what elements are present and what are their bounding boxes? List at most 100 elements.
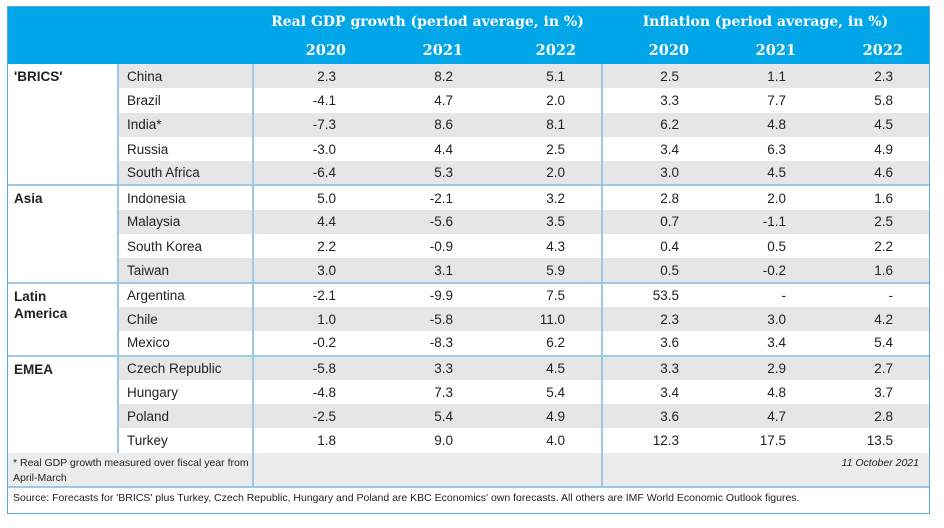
gdp-header-title: Real GDP growth (period average, in %): [253, 7, 602, 37]
inflation-value-cell: 2.5: [601, 64, 715, 89]
inflation-value-cell: 4.9: [874, 141, 893, 157]
gdp-value-cell: 5.1: [489, 64, 602, 89]
table-row: Malaysia 4.4 -5.6 3.5 0.7 -1.1 2.5: [8, 209, 929, 235]
gdp-value-cell: 3.5: [489, 209, 602, 235]
table-row: Latin America Argentina -2.1 -9.9 7.5 53.5- -: [8, 281, 929, 356]
gdp-value-cell: 4.4: [252, 209, 372, 235]
source-row: Source: Forecasts for 'BRICS' plus Turke…: [8, 485, 929, 508]
inflation-value-cell: 2.3: [601, 306, 715, 332]
gdp-value-cell: -9.9: [372, 281, 489, 307]
table-row: India* -7.3 8.6 8.1 6.2 4.8 4.5: [8, 112, 929, 137]
gdp-value-cell: -6.4: [252, 161, 372, 186]
inflation-value-cell: 13.5: [866, 433, 893, 449]
gdp-value-cell: 5.4: [546, 384, 565, 400]
gdp-value-cell: 4.9: [489, 404, 602, 429]
inflation-value-cell: 2.7: [822, 354, 929, 380]
year-header: 2020: [253, 37, 372, 64]
inflation-value-cell: 3.0: [601, 161, 715, 186]
gdp-value-cell: -2.1: [372, 184, 489, 210]
inflation-value-cell: 4.8: [767, 384, 786, 400]
gdp-value-cell: 2.0: [546, 92, 565, 108]
gdp-value-cell: -5.8: [252, 354, 372, 380]
inflation-value-cell: 6.2: [601, 112, 715, 137]
country-label: China: [118, 64, 253, 89]
inflation-value-cell: 4.7: [715, 404, 822, 429]
gdp-value-cell: 3.0: [252, 258, 372, 283]
inflation-value-cell: 12.3: [601, 428, 715, 453]
country-label: Malaysia: [118, 209, 253, 235]
inflation-value-cell: 3.4: [601, 136, 715, 162]
inflation-value-cell: 4.6: [822, 161, 929, 186]
inflation-value-cell: 2.0: [715, 184, 822, 210]
inflation-value-cell: 2.8: [601, 184, 715, 210]
header-blank: [8, 7, 253, 37]
country-label: Indonesia: [118, 184, 253, 210]
inflation-value-cell: 2.5: [822, 209, 929, 235]
table-row: Mexico -0.2 -8.3 6.2 3.6 3.4 5.4: [8, 331, 929, 356]
inflation-value-cell: 0.5: [601, 258, 715, 283]
inflation-value-cell: 1.1: [715, 64, 822, 89]
country-label: Poland: [118, 404, 253, 429]
inflation-value-cell: -: [715, 281, 822, 307]
gdp-value-cell: -7.3: [252, 112, 372, 137]
inflation-value-cell: 3.0: [715, 306, 822, 332]
inflation-value-cell: 0.4: [601, 234, 715, 259]
gdp-value-cell: 1.8: [252, 428, 372, 453]
table-row: Brazil -4.1 4.7 2.0 3.3 7.7 5.8: [8, 88, 929, 113]
gdp-value-cell: 1.0: [252, 306, 372, 332]
region-label: Latin America: [8, 281, 119, 356]
inflation-value-cell: 3.4: [767, 335, 786, 351]
inflation-value-cell: 4.8: [715, 112, 822, 137]
inflation-value-cell: 17.5: [759, 433, 786, 449]
gdp-value-cell: 8.1: [489, 112, 602, 137]
gdp-value-cell: 3.2: [489, 184, 602, 210]
inflation-value-cell: 1.6: [822, 258, 929, 283]
gdp-value-cell: 5.9: [489, 258, 602, 283]
gdp-value-cell: 11.0: [489, 306, 602, 332]
country-label: South Korea: [127, 238, 203, 254]
table-row: Hungary -4.8 7.3 5.4 3.4 4.8 3.7: [8, 379, 929, 405]
country-label: India*: [118, 112, 253, 137]
inflation-value-cell: -0.2: [715, 258, 822, 283]
gdp-value-cell: -2.1: [252, 281, 372, 307]
footnote: * Real GDP growth measured over fiscal y…: [8, 452, 253, 487]
inflation-value-cell: 2.9: [715, 354, 822, 380]
inflation-value-cell: 1.6: [822, 184, 929, 210]
gdp-value-cell: 4.3: [546, 238, 565, 254]
gdp-value-cell: -8.3: [429, 335, 453, 351]
inflation-value-cell: 7.7: [767, 92, 786, 108]
inflation-value-cell: 5.4: [874, 335, 893, 351]
gdp-value-cell: 4.4: [434, 141, 453, 157]
inflation-value-cell: 53.5: [601, 281, 715, 307]
inflation-value-cell: 4.5: [822, 112, 929, 137]
gdp-value-cell: 5.0: [252, 184, 372, 210]
inflation-value-cell: 3.6: [601, 331, 715, 356]
gdp-value-cell: 9.0: [434, 433, 453, 449]
country-label: South Africa: [118, 161, 253, 186]
gdp-value-cell: -0.2: [252, 331, 372, 356]
gdp-value-cell: 8.6: [372, 112, 489, 137]
inflation-value-cell: -1.1: [715, 209, 822, 235]
inflation-value-cell: 3.3: [601, 88, 715, 113]
year-header: 2022: [822, 37, 929, 64]
table-row: Asia Indonesia 5.0 -2.1 3.2 2.8 2.0 1.6: [8, 184, 929, 283]
header-blank-2: [8, 37, 253, 64]
gdp-value-cell: -2.5: [252, 404, 372, 429]
gdp-value-cell: 7.3: [434, 384, 453, 400]
country-label: Brazil: [127, 92, 161, 108]
country-label: Russia: [127, 141, 169, 157]
year-header: 2021: [715, 37, 822, 64]
inflation-value-cell: 5.8: [874, 92, 893, 108]
table-row: South Africa -6.4 5.3 2.0 3.0 4.5 4.6: [8, 161, 929, 186]
year-header: 2020: [602, 37, 715, 64]
source-note: Source: Forecasts for 'BRICS' plus Turke…: [8, 485, 929, 508]
gdp-value-cell: 2.3: [252, 64, 372, 89]
country-label: Argentina: [118, 281, 253, 307]
table-row: Russia -3.0 4.4 2.5 3.4 6.3 4.9: [8, 136, 929, 162]
inflation-value-cell: 4.2: [822, 306, 929, 332]
region-label: Asia: [8, 184, 119, 283]
region-label: 'BRICS': [8, 64, 119, 186]
inflation-value-cell: 4.5: [715, 161, 822, 186]
gdp-value-cell: 8.2: [372, 64, 489, 89]
gdp-inflation-table-frame: Real GDP growth (period average, in %) I…: [7, 6, 930, 514]
